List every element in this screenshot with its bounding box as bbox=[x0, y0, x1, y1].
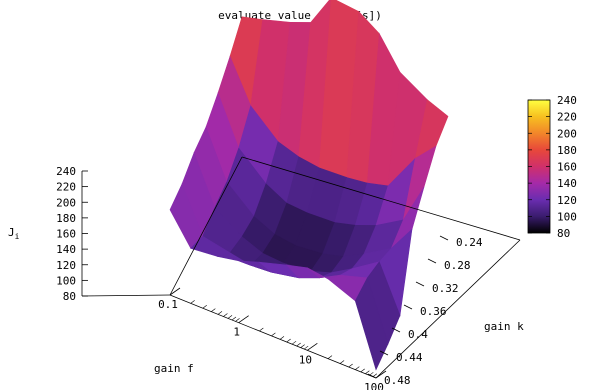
z-tick-label: 180 bbox=[56, 212, 76, 225]
x-minor-tick bbox=[202, 304, 207, 309]
x-minor-tick bbox=[217, 311, 223, 315]
z-tick-label: 220 bbox=[56, 181, 76, 194]
y-tick-mark bbox=[415, 281, 425, 287]
x-major-tick bbox=[169, 287, 181, 296]
floor-edge-left bbox=[169, 156, 243, 296]
floor-edge-front bbox=[169, 294, 377, 379]
y-tick-label: 0.36 bbox=[420, 305, 447, 318]
z-tick-label: 160 bbox=[56, 228, 76, 241]
x-major-tick bbox=[238, 315, 249, 323]
x-minor-tick bbox=[227, 315, 233, 319]
x-minor-tick bbox=[279, 336, 285, 340]
z-tick-label: 240 bbox=[56, 165, 76, 178]
colorbar-tick-label: 80 bbox=[557, 227, 570, 240]
x-axis-label: gain f bbox=[154, 362, 194, 375]
x-minor-tick bbox=[223, 313, 228, 317]
surface-patch bbox=[354, 277, 389, 371]
colorbar-tick-label: 140 bbox=[557, 177, 577, 190]
y-tick-label: 0.48 bbox=[384, 374, 411, 387]
y-tick-mark bbox=[391, 327, 401, 333]
surface-layer bbox=[169, 0, 449, 371]
x-minor-tick bbox=[271, 332, 276, 337]
y-tick-mark bbox=[379, 350, 389, 356]
colorbar-tick-label: 120 bbox=[557, 194, 577, 207]
z-tick-label: 140 bbox=[56, 243, 76, 256]
z-tick-label: 80 bbox=[63, 290, 76, 303]
y-tick-mark bbox=[439, 235, 449, 241]
y-tick-label: 0.44 bbox=[396, 351, 423, 364]
x-tick-label: 10 bbox=[299, 353, 312, 366]
x-tick-label: 0.1 bbox=[158, 298, 178, 311]
x-minor-tick bbox=[327, 355, 333, 359]
x-minor-tick bbox=[300, 344, 305, 348]
x-axis: 0.1 1 10 100 bbox=[158, 287, 387, 390]
y-axis-label: gain k bbox=[484, 320, 524, 333]
y-axis: 0.24 0.28 0.32 0.36 0.4 0.44 0.48 bbox=[367, 235, 483, 387]
x-minor-tick bbox=[348, 363, 353, 368]
colorbar-tick-label: 220 bbox=[557, 111, 577, 124]
x-minor-tick bbox=[360, 368, 365, 373]
floor-edge-back bbox=[241, 156, 521, 241]
x-minor-tick bbox=[291, 340, 297, 345]
colorbar-tick-label: 160 bbox=[557, 161, 577, 174]
x-minor-tick bbox=[372, 373, 378, 377]
x-minor-tick bbox=[231, 316, 237, 321]
x-tick-label: 100 bbox=[364, 381, 384, 390]
colorbar-tick-label: 100 bbox=[557, 210, 577, 223]
x-tick-label: 1 bbox=[233, 326, 240, 339]
z-axis-label: Ji bbox=[8, 226, 20, 241]
x-major-tick bbox=[375, 370, 387, 379]
y-tick-label: 0.28 bbox=[444, 259, 471, 272]
colorbar: 80 100 120 140 160 180 200 220 240 bbox=[527, 94, 577, 240]
y-tick-label: 0.4 bbox=[408, 328, 428, 341]
x-minor-tick bbox=[190, 300, 195, 304]
x-major-tick bbox=[307, 343, 318, 351]
z-tick-label: 120 bbox=[56, 259, 76, 272]
y-tick-label: 0.32 bbox=[432, 282, 459, 295]
z-axis: 80 100 120 140 160 180 200 220 240 bbox=[56, 165, 171, 303]
x-minor-tick bbox=[259, 327, 264, 332]
x-minor-tick bbox=[296, 342, 301, 347]
floor-edge-right bbox=[375, 239, 521, 379]
x-minor-tick bbox=[365, 370, 370, 374]
y-tick-label: 0.24 bbox=[456, 236, 483, 249]
x-minor-tick bbox=[355, 366, 360, 370]
y-tick-mark bbox=[403, 304, 413, 310]
y-tick-mark bbox=[367, 373, 377, 379]
colorbar-tick-label: 180 bbox=[557, 144, 577, 157]
axis-box bbox=[169, 156, 521, 379]
x-minor-tick bbox=[286, 338, 291, 343]
z-tick-label: 100 bbox=[56, 274, 76, 287]
y-tick-mark bbox=[427, 258, 437, 264]
x-minor-tick bbox=[304, 345, 309, 350]
z-tick-label: 200 bbox=[56, 196, 76, 209]
x-minor-tick bbox=[211, 308, 216, 312]
floor-edge-corner bbox=[81, 294, 171, 297]
x-minor-tick bbox=[339, 360, 345, 364]
x-minor-tick bbox=[235, 318, 240, 322]
colorbar-tick-label: 240 bbox=[557, 94, 577, 107]
colorbar-tick-label: 200 bbox=[557, 127, 577, 140]
